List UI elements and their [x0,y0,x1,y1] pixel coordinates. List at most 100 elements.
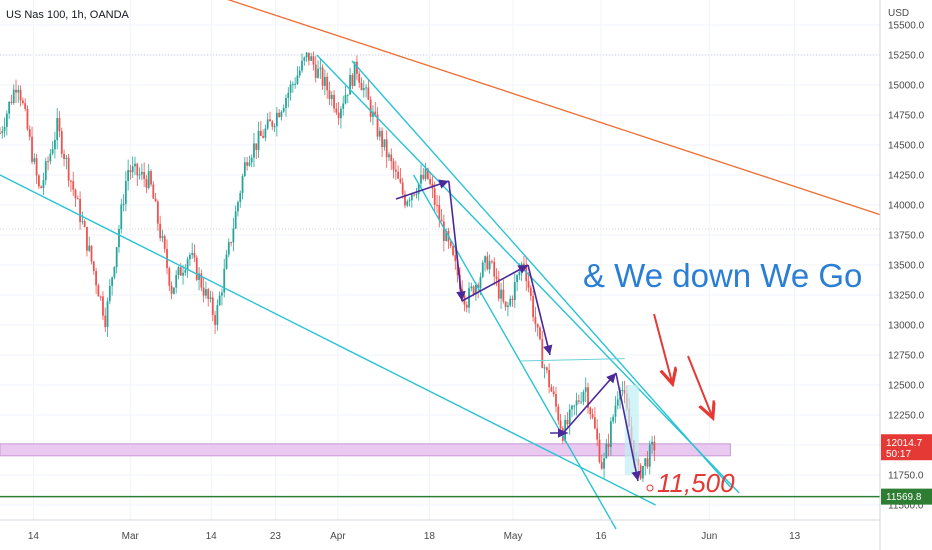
x-tick-label: Mar [122,531,140,542]
candle-body [548,370,551,388]
candle-body [216,305,219,325]
candle-body [90,245,93,262]
candle-body [582,391,585,402]
zigzag-arrow [395,179,450,200]
candle-body [35,158,38,176]
y-tick-label: 11500.0 [888,501,924,512]
candle-body [21,100,24,104]
candle-body [253,143,255,158]
candle-body [296,75,299,84]
channel-line [351,60,731,488]
candle-body [49,153,52,162]
candle-body [388,154,390,158]
candle-body [86,226,88,251]
candle-body [232,228,235,243]
countdown-value: 50:17 [886,449,911,460]
candle-body [282,107,285,112]
candle-body [550,387,553,392]
candle-body [205,289,207,296]
candle-body [120,204,123,229]
x-tick-label: Jun [701,531,717,542]
candle-body [134,163,136,167]
candle-body [413,194,416,196]
y-tick-label: 15000.0 [888,81,925,92]
y-tick-label: 11750.0 [888,471,924,482]
candle-body [646,458,649,467]
candle-body [513,281,516,300]
candle-body [367,87,370,100]
y-tick-label: 14750.0 [888,111,925,122]
candle-body [218,295,221,306]
candle-body [92,261,95,271]
candle-body [509,298,512,306]
x-tick-label: 14 [206,531,218,542]
candle-body [356,61,358,74]
candle-body [465,304,468,308]
candle-body [246,162,249,166]
candle-body [88,245,91,251]
candle-body [378,130,381,137]
candle-body [127,170,130,182]
candle-body [385,139,388,158]
candle-body [191,253,194,255]
candle-body [351,75,354,86]
candle-body [507,305,509,308]
zigzag-arrow [461,264,529,302]
candle-body [278,112,281,118]
candle-body [129,170,132,173]
candle-body [392,161,395,170]
candle-body [369,99,372,117]
currency-label: USD [888,8,909,19]
candle-body [545,367,548,371]
annotation-target-11500: 11,500 [657,468,735,498]
candle-body [241,176,244,194]
candle-body [504,301,507,308]
price-badges: 12014.750:17 11569.8 [881,434,932,505]
candle-body [243,162,246,177]
x-tick-label: Apr [330,531,346,542]
candle-body [321,67,324,86]
candle-body [449,241,452,246]
candle-body [555,394,557,407]
support-price-value: 11569.8 [886,492,922,503]
candle-body [575,400,578,406]
candle-body [484,256,486,263]
candle-body [527,281,530,288]
candle-body [8,101,11,114]
candle-body [211,297,214,316]
y-tick-label: 15500.0 [888,21,925,32]
candle-body [614,405,617,417]
candle-body [488,261,491,270]
candle-body [301,60,303,71]
candle-body [189,254,191,260]
candle-body [186,259,189,270]
candle-body [291,84,294,86]
candle-body [381,130,383,148]
candle-body [340,108,342,119]
y-tick-label: 13750.0 [888,231,925,242]
candle-body [532,296,535,318]
zigzag-arrow [448,180,466,302]
candle-body [589,407,592,415]
candle-body [424,168,427,179]
channel-line [316,54,740,494]
candle-body [0,133,1,134]
candle-body [470,286,473,289]
candle-body [516,275,518,282]
candle-body [596,428,599,440]
candle-body [429,178,432,184]
candle-body [136,163,139,176]
candle-body [97,285,100,297]
candle-body [401,182,404,195]
annotation-we-down-we-go: & We down We Go [583,257,862,294]
candle-body [648,444,651,467]
candle-body [335,108,338,113]
candle-body [305,52,308,58]
candle-body [603,458,605,469]
time-axis[interactable]: 14 Mar 14 23 Apr 18 May 16 Jun 13 [28,531,801,542]
y-tick-label: 14250.0 [888,171,925,182]
candle-body [486,256,489,270]
x-tick-label: 13 [789,531,801,542]
